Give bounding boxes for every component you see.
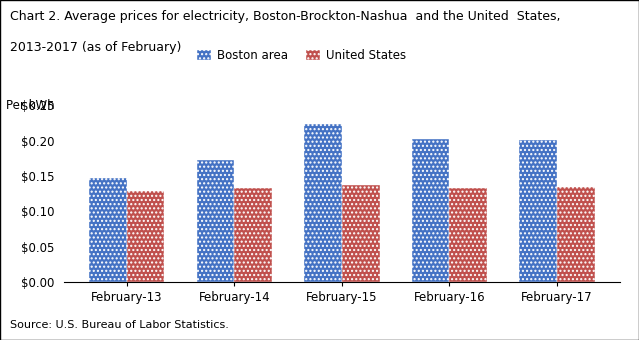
Bar: [235, 188, 272, 282]
Bar: [449, 188, 487, 282]
Bar: [412, 139, 449, 282]
Bar: [127, 191, 164, 282]
Bar: [197, 160, 235, 282]
Text: Source: U.S. Bureau of Labor Statistics.: Source: U.S. Bureau of Labor Statistics.: [10, 320, 229, 330]
Legend: Boston area, United States: Boston area, United States: [192, 44, 410, 67]
Bar: [342, 185, 380, 282]
Text: Chart 2. Average prices for electricity, Boston-Brockton-Nashua  and the United : Chart 2. Average prices for electricity,…: [10, 10, 560, 23]
Bar: [520, 140, 557, 282]
Bar: [89, 177, 127, 282]
Text: 2013-2017 (as of February): 2013-2017 (as of February): [10, 41, 181, 54]
Bar: [557, 187, 594, 282]
Bar: [304, 124, 342, 282]
Text: Per kWh: Per kWh: [6, 99, 55, 112]
